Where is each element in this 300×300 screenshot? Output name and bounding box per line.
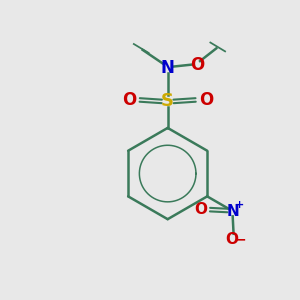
Text: N: N bbox=[226, 204, 239, 219]
Text: +: + bbox=[235, 200, 244, 210]
Text: O: O bbox=[226, 232, 238, 247]
Text: −: − bbox=[234, 232, 246, 246]
Text: O: O bbox=[190, 56, 205, 74]
Text: N: N bbox=[161, 58, 175, 76]
Text: O: O bbox=[199, 91, 213, 109]
Text: S: S bbox=[161, 92, 174, 110]
Text: O: O bbox=[194, 202, 207, 217]
Text: O: O bbox=[122, 91, 136, 109]
